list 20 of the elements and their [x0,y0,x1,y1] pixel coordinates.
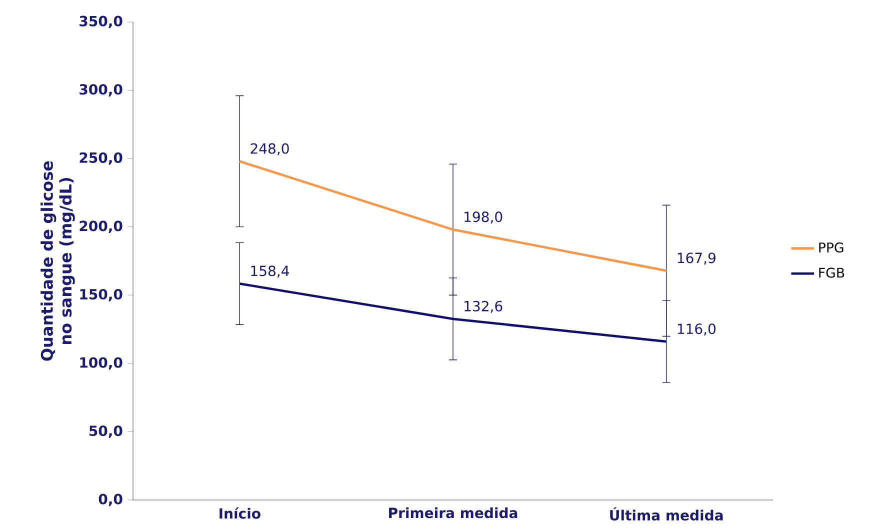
y-tick-label: 50,0 [90,426,122,438]
legend-label: PPG [819,242,844,253]
y-tick-label: 250,0 [80,152,122,165]
data-label: 167,9 [678,252,716,265]
y-tick-label: 200,0 [80,220,122,234]
y-tick-label: 100,0 [80,357,122,370]
data-label: 116,0 [678,324,716,336]
data-label: 132,6 [464,300,502,313]
x-tick-label: Início [220,507,260,519]
data-label: 198,0 [464,212,502,224]
y-tick-label: 300,0 [80,84,122,96]
data-label: 158,4 [251,266,289,278]
legend-label: FGB [819,268,844,278]
x-tick-label: Última medida [610,507,723,521]
y-tick-label: 0,0 [98,494,122,506]
y-axis-title: Quantidade de glicose no sangue (mg/dL) [40,161,75,361]
x-tick-label: Primeira medida [389,507,518,518]
y-tick-label: 150,0 [80,288,122,302]
data-label: 248,0 [250,143,289,156]
y-tick-label: 350,0 [80,16,122,28]
